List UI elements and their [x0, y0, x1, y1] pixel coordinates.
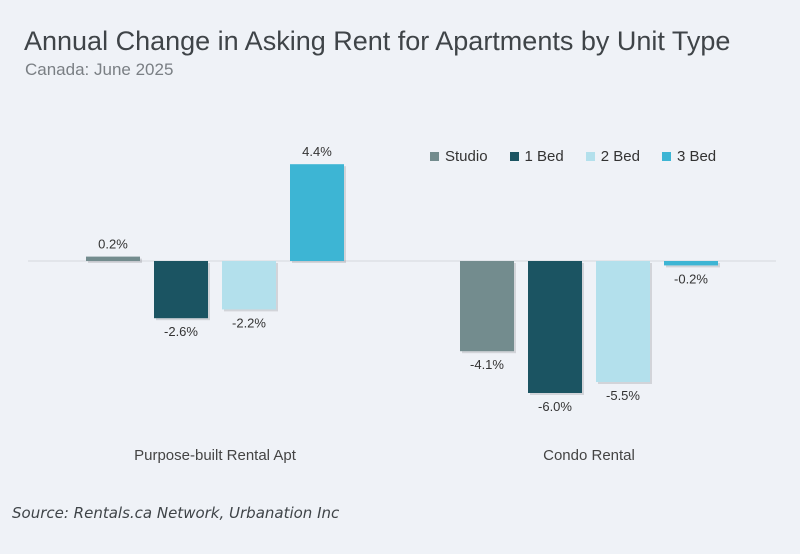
legend-item: 2 Bed — [585, 148, 640, 165]
bar-2-bed-0 — [222, 261, 276, 310]
data-label: -6.0% — [538, 399, 572, 414]
bar-3-bed-1 — [664, 261, 718, 266]
data-label: 4.4% — [302, 144, 332, 159]
legend-label: 2 Bed — [600, 148, 640, 165]
data-label: -2.6% — [164, 324, 198, 339]
legend-item: 1 Bed — [509, 148, 564, 165]
data-label: -5.5% — [606, 388, 640, 403]
data-label: -2.2% — [232, 315, 266, 330]
data-label: 0.2% — [98, 237, 128, 252]
legend-item: Studio — [430, 148, 488, 165]
legend-item: 3 Bed — [661, 148, 717, 165]
chart-title: Annual Change in Asking Rent for Apartme… — [24, 26, 731, 56]
bar-studio-1 — [460, 261, 514, 352]
bar-3-bed-0 — [290, 164, 344, 261]
bar-1-bed-1 — [528, 261, 582, 393]
legend-label: 1 Bed — [524, 148, 564, 165]
bar-1-bed-0 — [154, 261, 208, 319]
data-label: -0.2% — [674, 271, 708, 286]
legend-label: 3 Bed — [676, 148, 717, 165]
legend-swatch — [430, 152, 439, 161]
data-label: -4.1% — [470, 357, 504, 372]
chart-source: Source: Rentals.ca Network, Urbanation I… — [12, 504, 340, 522]
legend-swatch — [509, 152, 519, 161]
bar-2-bed-1 — [596, 261, 650, 382]
category-label: Condo Rental — [543, 447, 635, 464]
legend-swatch — [585, 152, 595, 161]
bar-studio-0 — [86, 256, 140, 261]
chart-legend: Studio 1 Bed 2 Bed 3 Bed — [430, 148, 738, 165]
legend-label: Studio — [445, 148, 488, 165]
chart-subtitle: Canada: June 2025 — [25, 60, 174, 79]
legend-swatch — [661, 152, 671, 161]
category-label: Purpose-built Rental Apt — [134, 447, 297, 464]
